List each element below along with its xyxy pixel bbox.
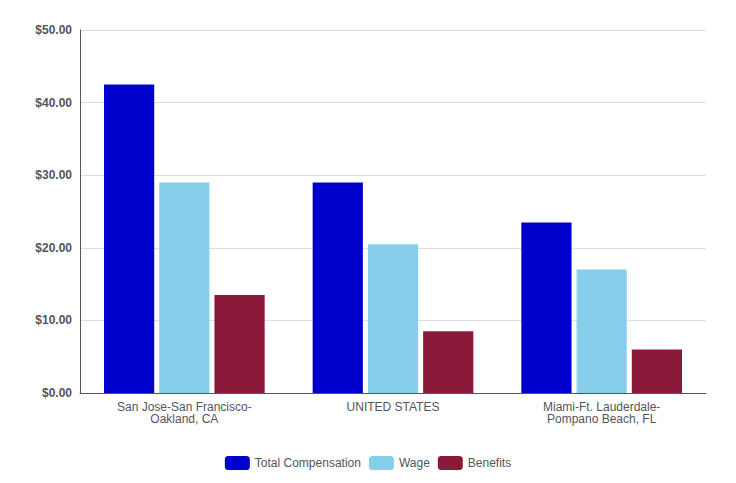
svg-text:$20.00: $20.00: [35, 241, 72, 255]
svg-text:$30.00: $30.00: [35, 168, 72, 182]
svg-text:Pompano Beach, FL: Pompano Beach, FL: [547, 412, 657, 426]
svg-text:$50.00: $50.00: [35, 23, 72, 37]
svg-text:Miami-Ft. Lauderdale-: Miami-Ft. Lauderdale-: [543, 400, 661, 414]
svg-text:$40.00: $40.00: [35, 96, 72, 110]
svg-text:Wage: Wage: [399, 456, 430, 470]
svg-text:Benefits: Benefits: [468, 456, 511, 470]
svg-text:$10.00: $10.00: [35, 313, 72, 327]
svg-text:Oakland, CA: Oakland, CA: [150, 412, 218, 426]
svg-text:San Jose-San Francisco-: San Jose-San Francisco-: [117, 400, 252, 414]
svg-text:$0.00: $0.00: [42, 386, 72, 400]
svg-text:Total Compensation: Total Compensation: [255, 456, 361, 470]
svg-text:UNITED STATES: UNITED STATES: [347, 400, 440, 414]
